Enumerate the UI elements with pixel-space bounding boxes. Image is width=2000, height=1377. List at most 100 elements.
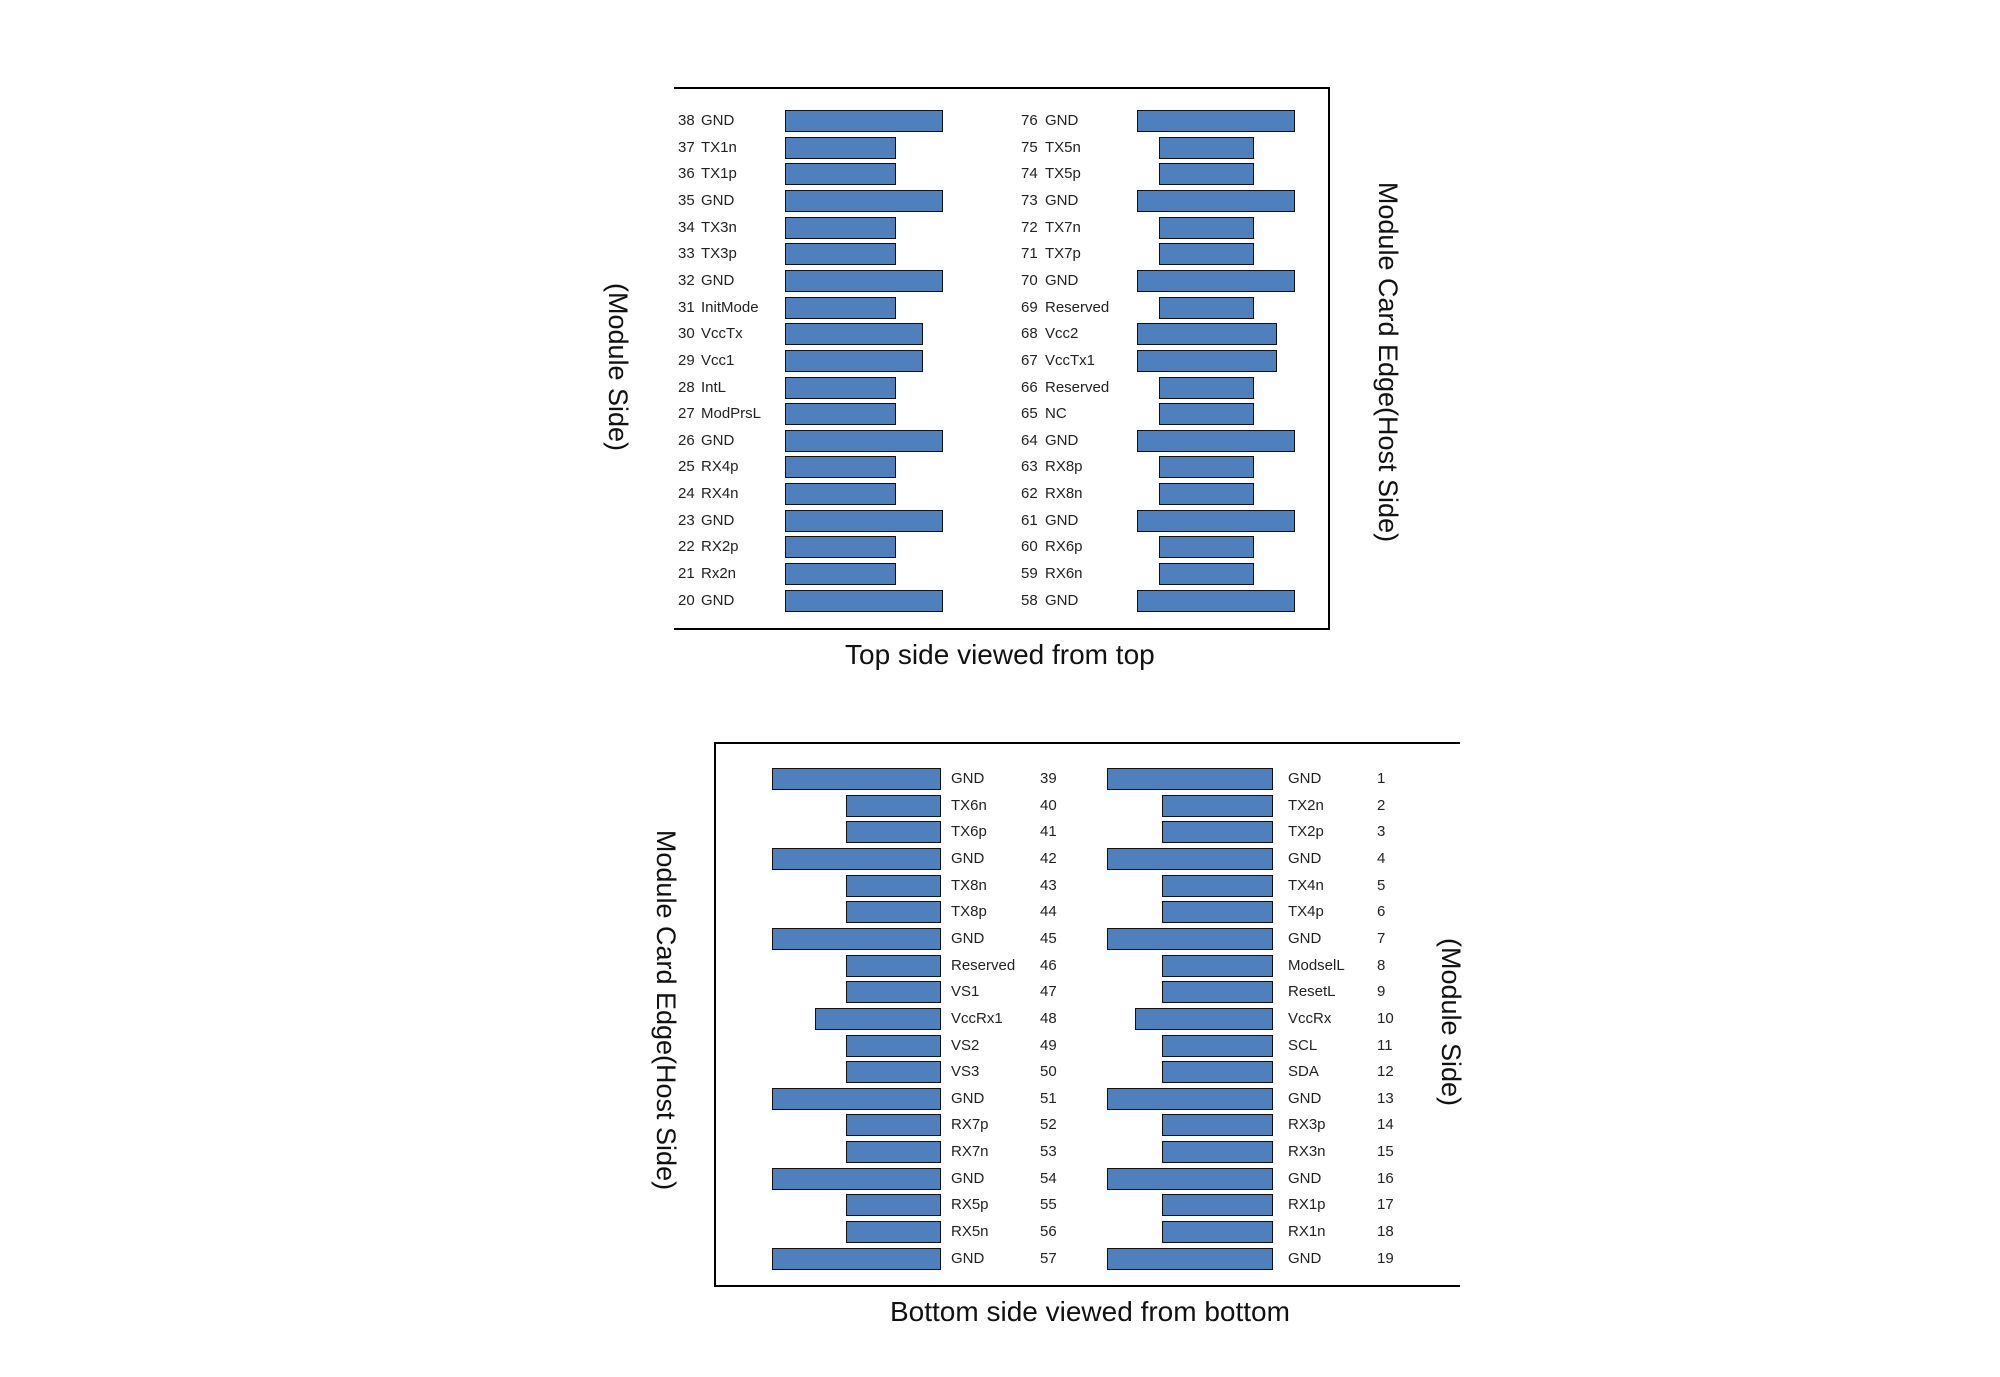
- pin-name: TX7n: [1045, 218, 1081, 236]
- pin-pad: [785, 216, 896, 239]
- pin-name: GND: [951, 1249, 985, 1267]
- pin-number: 14: [1377, 1116, 1394, 1134]
- pin-number: 22: [678, 538, 695, 556]
- pin-pad: [1159, 376, 1254, 399]
- pin-pad: [785, 349, 923, 372]
- pin-name: Rx2n: [701, 565, 737, 583]
- pin-pad: [1137, 189, 1295, 212]
- pin-pad: [1162, 821, 1273, 844]
- pin-name: GND: [1045, 112, 1079, 129]
- pin-number: 73: [1021, 191, 1038, 209]
- pin-number: 66: [1021, 378, 1038, 396]
- pin-name: GND: [1045, 431, 1079, 449]
- pin-number: 23: [678, 511, 695, 529]
- pin-pad: [785, 136, 896, 159]
- pin-number: 67: [1021, 351, 1038, 369]
- pin-number: 19: [1377, 1249, 1394, 1267]
- pin-pad: [1162, 954, 1273, 977]
- pin-pad: [846, 1114, 941, 1137]
- pin-pad: [1159, 216, 1254, 239]
- pin-pad: [1137, 429, 1295, 452]
- pin-number: 11: [1377, 1036, 1393, 1054]
- bottom-side-caption: Bottom side viewed from bottom: [890, 1296, 1290, 1327]
- pin-name: GND: [701, 591, 735, 609]
- pin-name: GND: [701, 112, 735, 129]
- pin-number: 56: [1040, 1223, 1057, 1241]
- pin-name: GND: [951, 1169, 985, 1187]
- pin-number: 28: [678, 378, 695, 396]
- pin-name: NC: [1045, 405, 1067, 423]
- pin-number: 54: [1040, 1169, 1057, 1187]
- pin-name: TX8p: [951, 903, 987, 921]
- pin-pad: [846, 1061, 941, 1084]
- bottom-module-side-label: (Module Side): [1436, 937, 1466, 1107]
- pin-pad: [1159, 456, 1254, 479]
- pin-number: 62: [1021, 485, 1038, 503]
- pin-pad: [785, 509, 943, 532]
- pin-pad: [1162, 1034, 1273, 1057]
- pin-name: RX3p: [1288, 1116, 1326, 1134]
- pin-pad: [785, 243, 896, 266]
- pin-pad: [846, 901, 941, 924]
- pin-name: GND: [1288, 849, 1322, 867]
- pin-name: GND: [1288, 1169, 1322, 1187]
- pin-pad: [1159, 563, 1254, 586]
- pin-number: 35: [678, 191, 695, 209]
- pin-pad: [1107, 768, 1273, 790]
- pin-number: 2: [1377, 796, 1386, 814]
- pin-number: 9: [1377, 983, 1386, 1001]
- pin-name: TX6n: [951, 796, 987, 814]
- pin-number: 12: [1377, 1063, 1394, 1081]
- pin-pad: [815, 1007, 941, 1030]
- pin-number: 69: [1021, 298, 1038, 316]
- top-side-panel: [674, 87, 1330, 630]
- pin-pad: [1162, 1114, 1273, 1137]
- pin-number: 53: [1040, 1143, 1057, 1161]
- pin-pad: [785, 323, 923, 346]
- pin-number: 68: [1021, 325, 1038, 343]
- pin-pad: [846, 821, 941, 844]
- pin-pad: [1107, 1087, 1273, 1110]
- pin-pad: [785, 403, 896, 426]
- pin-number: 45: [1040, 929, 1057, 947]
- pin-name: RX4p: [701, 458, 739, 476]
- pin-number: 42: [1040, 849, 1057, 867]
- pin-pad: [1162, 874, 1273, 897]
- pin-name: SDA: [1288, 1063, 1319, 1081]
- pin-name: TX8n: [951, 876, 987, 894]
- pin-pad: [1107, 1167, 1273, 1190]
- pin-pad: [1137, 589, 1295, 612]
- pin-pad: [1162, 901, 1273, 924]
- pin-name: GND: [701, 431, 735, 449]
- bottom-host-side-label: Module Card Edge(Host Side): [651, 829, 681, 1191]
- pin-number: 39: [1040, 770, 1057, 787]
- pin-pad: [785, 296, 896, 319]
- pin-name: VccTx1: [1045, 351, 1096, 369]
- pin-pad: [1137, 110, 1295, 132]
- pin-number: 49: [1040, 1036, 1057, 1054]
- pin-pad: [846, 1034, 941, 1057]
- pin-number: 59: [1021, 565, 1038, 583]
- pin-pad: [846, 954, 941, 977]
- pin-name: Vcc1: [701, 351, 735, 369]
- pin-number: 5: [1377, 876, 1386, 894]
- pin-number: 34: [678, 218, 695, 236]
- pin-pad: [1137, 349, 1277, 372]
- pin-pad: [772, 847, 941, 870]
- pin-number: 57: [1040, 1249, 1057, 1267]
- pin-number: 7: [1377, 929, 1386, 947]
- pin-number: 21: [678, 565, 695, 583]
- pin-number: 44: [1040, 903, 1057, 921]
- pin-name: ModselL: [1288, 956, 1345, 974]
- pin-pad: [772, 1087, 941, 1110]
- pin-number: 13: [1377, 1089, 1394, 1107]
- pin-name: RX5p: [951, 1196, 989, 1214]
- pin-name: GND: [1288, 1089, 1322, 1107]
- pin-name: VS2: [951, 1036, 980, 1054]
- pin-pad: [1135, 1007, 1273, 1030]
- pin-pad: [785, 589, 943, 612]
- pin-name: TX4n: [1288, 876, 1324, 894]
- pin-pad: [772, 1247, 941, 1270]
- pin-number: 74: [1021, 165, 1038, 183]
- pin-pad: [1137, 269, 1295, 292]
